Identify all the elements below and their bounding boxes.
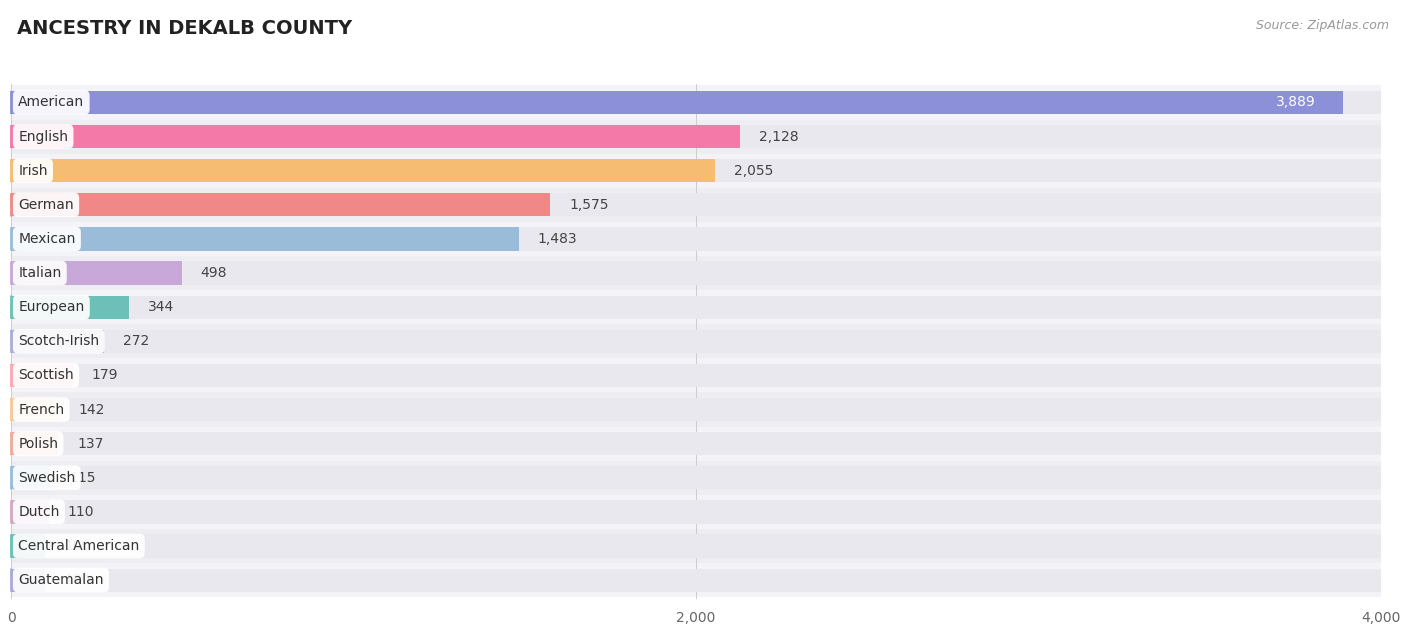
Text: European: European [18, 300, 84, 314]
Bar [11, 290, 1406, 325]
Bar [11, 569, 1381, 592]
Text: Central American: Central American [18, 539, 139, 553]
Bar [11, 535, 45, 558]
Bar [11, 91, 1343, 114]
Bar [11, 193, 1381, 216]
Text: Italian: Italian [18, 266, 62, 280]
Bar [11, 500, 49, 524]
Bar [11, 392, 1406, 426]
Bar [11, 222, 1406, 256]
Bar [11, 330, 1381, 353]
Bar [11, 569, 45, 592]
Bar [11, 466, 1381, 489]
Bar [11, 159, 1381, 182]
Bar [11, 460, 1406, 495]
Text: 2,128: 2,128 [759, 129, 799, 144]
Text: 100: 100 [65, 539, 91, 553]
Text: Polish: Polish [18, 437, 58, 451]
Text: 142: 142 [79, 402, 105, 417]
Bar [11, 563, 1406, 597]
Text: Source: ZipAtlas.com: Source: ZipAtlas.com [1256, 19, 1389, 32]
Bar [11, 398, 1381, 421]
Bar [11, 86, 1406, 120]
Text: 115: 115 [69, 471, 96, 485]
Bar [11, 227, 1381, 251]
Bar [11, 125, 740, 148]
Bar [11, 364, 1381, 387]
Text: Scotch-Irish: Scotch-Irish [18, 334, 100, 348]
Bar [11, 125, 1381, 148]
Text: Guatemalan: Guatemalan [18, 573, 104, 587]
Text: 272: 272 [124, 334, 149, 348]
Bar [11, 495, 1406, 529]
Bar [11, 325, 1406, 358]
Bar [11, 261, 1381, 285]
Text: 137: 137 [77, 437, 104, 451]
Bar [11, 330, 104, 353]
Bar [11, 398, 60, 421]
Bar [11, 529, 1406, 563]
Bar [11, 159, 714, 182]
Bar [11, 193, 551, 216]
Text: 2,055: 2,055 [734, 164, 773, 178]
Bar [11, 432, 1381, 455]
Bar [11, 364, 73, 387]
Bar [11, 426, 1406, 460]
Text: 179: 179 [91, 368, 118, 383]
Text: French: French [18, 402, 65, 417]
Text: 498: 498 [201, 266, 228, 280]
Text: Irish: Irish [18, 164, 48, 178]
Bar [11, 500, 1381, 524]
Text: American: American [18, 95, 84, 109]
Bar [11, 188, 1406, 222]
Bar [11, 296, 1381, 319]
Text: Scottish: Scottish [18, 368, 75, 383]
Bar [11, 432, 58, 455]
Text: Mexican: Mexican [18, 232, 76, 246]
Text: Swedish: Swedish [18, 471, 76, 485]
Bar [11, 256, 1406, 290]
Bar [11, 227, 519, 251]
Bar [11, 120, 1406, 154]
Text: 1,575: 1,575 [569, 198, 609, 212]
Bar [11, 91, 1381, 114]
Bar [11, 296, 129, 319]
Bar [11, 466, 51, 489]
Text: 1,483: 1,483 [538, 232, 578, 246]
Text: 344: 344 [148, 300, 174, 314]
Bar [11, 358, 1406, 392]
Text: ANCESTRY IN DEKALB COUNTY: ANCESTRY IN DEKALB COUNTY [17, 19, 352, 39]
Text: 3,889: 3,889 [1275, 95, 1315, 109]
Text: 100: 100 [65, 573, 91, 587]
Bar [11, 535, 1381, 558]
Text: English: English [18, 129, 69, 144]
Text: Dutch: Dutch [18, 505, 59, 519]
Bar [11, 261, 181, 285]
Text: German: German [18, 198, 75, 212]
Text: 110: 110 [67, 505, 94, 519]
Bar [11, 154, 1406, 188]
